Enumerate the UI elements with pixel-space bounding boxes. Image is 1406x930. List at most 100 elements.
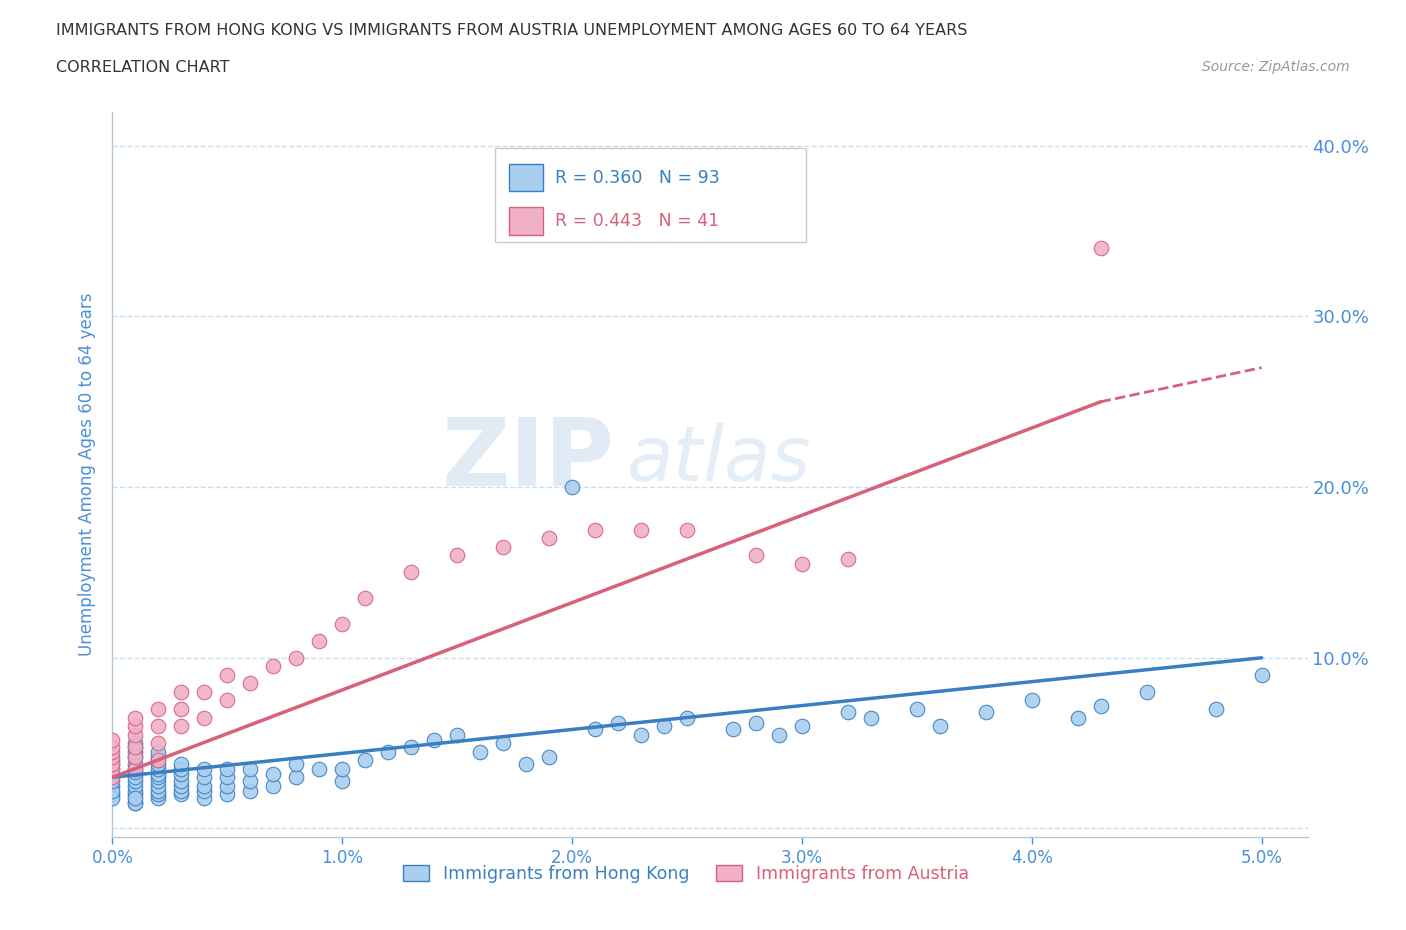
Point <box>285 756 308 771</box>
Point <box>170 756 193 771</box>
Point <box>745 715 768 730</box>
Point <box>148 766 170 781</box>
Point <box>330 762 353 777</box>
Point <box>101 762 124 777</box>
Point <box>124 770 146 785</box>
Point <box>538 531 561 546</box>
Point <box>124 736 146 751</box>
Point <box>124 750 146 764</box>
Point <box>170 766 193 781</box>
Point <box>217 693 239 708</box>
Point <box>170 787 193 802</box>
Text: R = 0.360   N = 93: R = 0.360 N = 93 <box>554 168 720 187</box>
Point <box>423 732 446 747</box>
Text: Source: ZipAtlas.com: Source: ZipAtlas.com <box>1202 60 1350 74</box>
Text: IMMIGRANTS FROM HONG KONG VS IMMIGRANTS FROM AUSTRIA UNEMPLOYMENT AMONG AGES 60 : IMMIGRANTS FROM HONG KONG VS IMMIGRANTS … <box>56 23 967 38</box>
Point <box>124 787 146 802</box>
Point <box>790 556 813 571</box>
Point <box>101 762 124 777</box>
Point <box>124 719 146 734</box>
Point <box>446 727 468 742</box>
Point <box>1090 698 1112 713</box>
Point <box>676 523 699 538</box>
Point <box>148 787 170 802</box>
Point <box>170 778 193 793</box>
Legend: Immigrants from Hong Kong, Immigrants from Austria: Immigrants from Hong Kong, Immigrants fr… <box>396 858 976 890</box>
Point <box>101 787 124 802</box>
Point <box>170 762 193 777</box>
Point <box>148 783 170 798</box>
Point <box>101 756 124 771</box>
Point <box>1250 668 1272 683</box>
Point <box>1067 711 1090 725</box>
Point <box>330 617 353 631</box>
Point <box>101 783 124 798</box>
Point <box>217 770 239 785</box>
Point <box>285 650 308 665</box>
Point <box>170 783 193 798</box>
Point <box>676 711 699 725</box>
Point <box>583 722 606 737</box>
Point <box>239 773 262 788</box>
Point <box>170 773 193 788</box>
Point <box>217 762 239 777</box>
Point <box>101 744 124 759</box>
Point <box>354 591 377 605</box>
Point <box>193 790 215 805</box>
Point <box>101 790 124 805</box>
Point <box>124 762 146 777</box>
Point <box>170 701 193 716</box>
Point <box>630 727 652 742</box>
Point <box>538 750 561 764</box>
Text: ZIP: ZIP <box>441 414 614 506</box>
Point <box>401 739 423 754</box>
Point <box>193 762 215 777</box>
Point <box>124 750 146 764</box>
Point <box>1136 684 1159 699</box>
Point <box>124 727 146 742</box>
Point <box>193 783 215 798</box>
Point <box>148 750 170 764</box>
Point <box>101 750 124 764</box>
Text: R = 0.443   N = 41: R = 0.443 N = 41 <box>554 212 718 230</box>
Point <box>124 711 146 725</box>
Point <box>217 778 239 793</box>
Point <box>124 739 146 754</box>
Point <box>262 766 284 781</box>
Point <box>401 565 423 580</box>
Point <box>515 756 537 771</box>
Point <box>124 773 146 788</box>
Point <box>148 770 170 785</box>
Bar <box>509 164 543 192</box>
Point <box>148 752 170 767</box>
Point <box>492 539 515 554</box>
Point <box>101 739 124 754</box>
Point <box>285 770 308 785</box>
Point <box>607 715 630 730</box>
Point <box>101 766 124 781</box>
Point <box>124 778 146 793</box>
Point <box>262 658 284 673</box>
Point <box>148 762 170 777</box>
Point <box>148 790 170 805</box>
Point <box>124 756 146 771</box>
Point <box>308 762 330 777</box>
FancyBboxPatch shape <box>495 148 806 242</box>
Point <box>193 684 215 699</box>
Point <box>239 762 262 777</box>
Point <box>170 684 193 699</box>
Point <box>239 783 262 798</box>
Point <box>377 744 399 759</box>
Point <box>446 548 468 563</box>
Point <box>124 795 146 810</box>
Point <box>790 719 813 734</box>
Point <box>101 732 124 747</box>
Point <box>583 523 606 538</box>
Point <box>124 739 146 754</box>
Point <box>974 705 997 720</box>
Point <box>124 744 146 759</box>
Point <box>193 770 215 785</box>
Point <box>101 770 124 785</box>
Point <box>928 719 950 734</box>
Point <box>193 711 215 725</box>
